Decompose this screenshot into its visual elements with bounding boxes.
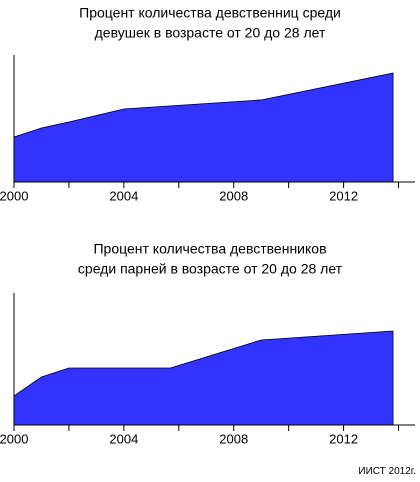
x-tick-label: 2004 <box>109 431 138 446</box>
x-tick-label: 2012 <box>329 431 358 446</box>
chart-title: Процент количества девственников <box>93 241 326 257</box>
chart-title: среди парней в возрасте от 20 до 28 лет <box>78 261 343 277</box>
x-tick-label: 2012 <box>329 188 358 203</box>
chart-title: девушек в возрасте от 20 до 28 лет <box>95 25 326 41</box>
x-tick-label: 2000 <box>0 431 28 446</box>
footer: ИИСТ 2012г. <box>358 466 416 477</box>
area <box>13 72 394 183</box>
area <box>13 330 394 426</box>
x-tick-label: 2000 <box>0 188 28 203</box>
x-tick-label: 2008 <box>219 188 248 203</box>
x-tick-label: 2008 <box>219 431 248 446</box>
x-tick-label: 2004 <box>109 188 138 203</box>
chart-title: Процент количества девственниц среди <box>79 5 341 21</box>
